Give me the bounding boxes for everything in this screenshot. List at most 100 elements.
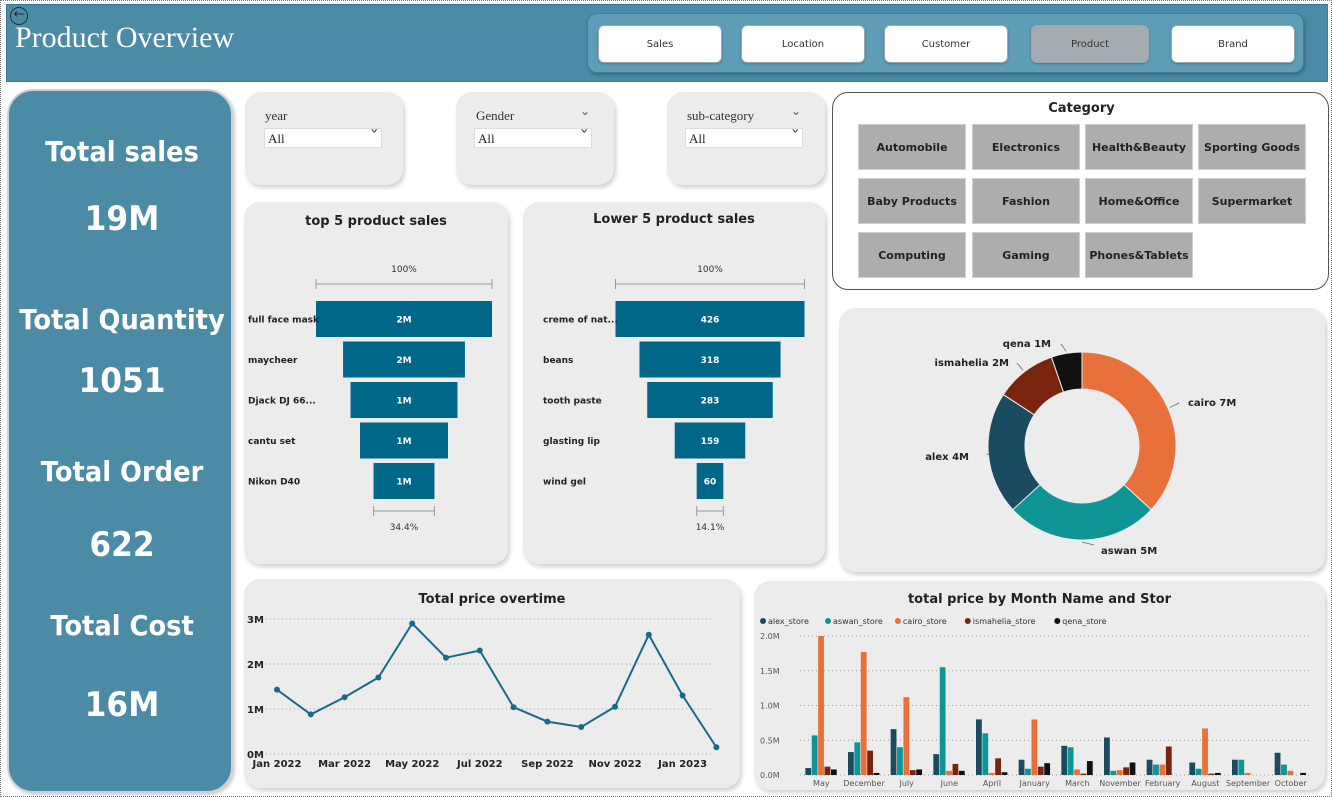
kpi-label-total-sales: Total sales xyxy=(45,135,199,168)
bar-mark xyxy=(1031,719,1038,775)
bar-mark xyxy=(1129,762,1136,775)
bar-y-tick-label: 0.5M xyxy=(760,736,780,745)
sub-category-dropdown[interactable]: All ˅ xyxy=(685,128,803,148)
donut-slice-label: qena 1M xyxy=(1003,339,1051,350)
line-x-tick-label: Mar 2022 xyxy=(318,759,371,770)
funnel-bar xyxy=(674,422,746,459)
bar-y-tick-label: 2.0M xyxy=(760,632,780,641)
nav-button-product[interactable]: Product xyxy=(1031,25,1149,63)
category-health-beauty[interactable]: Health&Beauty xyxy=(1085,124,1193,170)
chevron-down-icon: ˅ xyxy=(368,129,379,144)
funnel-top-percent: 100% xyxy=(391,265,417,275)
line-x-tick-label: Jul 2022 xyxy=(456,759,503,770)
line-point xyxy=(341,694,348,701)
bar-x-tick-label: October xyxy=(1275,779,1308,788)
line-x-tick-label: Sep 2022 xyxy=(521,759,573,770)
category-gaming[interactable]: Gaming xyxy=(972,232,1080,278)
category-supermarket[interactable]: Supermarket xyxy=(1198,178,1306,224)
kpi-value-total-quantity: 1051 xyxy=(78,361,166,401)
legend-label: alex_store xyxy=(768,617,809,626)
legend-label: ismahelia_store xyxy=(973,617,1036,626)
bar-mark xyxy=(1044,763,1051,775)
bar-x-tick-label: September xyxy=(1226,779,1271,788)
kpi-value-total-cost: 16M xyxy=(84,685,160,725)
legend-label: aswan_store xyxy=(833,617,883,626)
nav-button-brand[interactable]: Brand xyxy=(1171,25,1295,63)
bar-mark xyxy=(946,770,952,775)
line-point xyxy=(476,647,483,654)
funnel-bar-label: 2M xyxy=(396,316,411,326)
category-sporting-goods[interactable]: Sporting Goods xyxy=(1198,124,1306,170)
category-phones-tablets[interactable]: Phones&Tablets xyxy=(1085,232,1193,278)
funnel-bar xyxy=(639,341,781,378)
line-point xyxy=(612,703,618,710)
bar-mark xyxy=(1165,746,1172,775)
funnel-bar xyxy=(343,341,465,378)
category-computing[interactable]: Computing xyxy=(858,232,966,278)
chart-title: Total price overtime xyxy=(418,592,566,607)
funnel-bar xyxy=(360,422,448,459)
bar-mark xyxy=(976,719,982,775)
bar-mark xyxy=(1067,747,1074,775)
bar-mark xyxy=(916,769,923,775)
funnel-bar-label: 426 xyxy=(701,316,720,326)
funnel-category-label: maycheer xyxy=(248,356,298,366)
line-point xyxy=(307,711,314,718)
donut-slice-label: alex 4M xyxy=(925,452,969,463)
bar-y-tick-label: 1.5M xyxy=(760,667,780,676)
bar-mark xyxy=(1274,752,1281,775)
nav-button-sales[interactable]: Sales xyxy=(598,25,722,63)
category-electronics[interactable]: Electronics xyxy=(972,124,1080,170)
header-bar: ← Product Overview Sales Location Custom… xyxy=(6,4,1328,82)
bar-mark xyxy=(873,772,880,775)
bar-mark xyxy=(1037,766,1044,775)
bar-x-tick-label: May xyxy=(813,779,830,788)
kpi-label-total-cost: Total Cost xyxy=(50,609,194,642)
bar-mark xyxy=(1104,737,1110,775)
funnel-bar xyxy=(316,301,492,337)
funnel-top-percent: 100% xyxy=(697,265,723,275)
nav-button-customer[interactable]: Customer xyxy=(884,25,1008,63)
funnel-bar-label: 60 xyxy=(704,478,717,488)
chevron-down-icon: ˅ xyxy=(789,129,800,144)
bar-mark xyxy=(1300,772,1307,775)
total-price-overtime-card: Total price overtime 3M 2M 1M 0M Jan 2022 Mar… xyxy=(244,579,740,788)
bar-mark xyxy=(1281,764,1287,775)
bar-mark xyxy=(1159,764,1166,775)
category-home-office[interactable]: Home&Office xyxy=(1085,178,1193,224)
funnel-bar xyxy=(350,382,458,418)
chevron-down-icon[interactable]: ⌄ xyxy=(791,104,802,118)
funnel-bottom-percent: 14.1% xyxy=(696,523,725,533)
slicer-title: Gender xyxy=(476,108,515,123)
legend-marker xyxy=(825,618,831,624)
funnel-bar xyxy=(373,463,435,499)
kpi-value-total-sales: 19M xyxy=(84,199,160,239)
funnel-bar-label: 1M xyxy=(396,437,411,447)
nav-button-location[interactable]: Location xyxy=(741,25,865,63)
bar-mark xyxy=(811,735,818,775)
bar-mark xyxy=(897,747,903,775)
slicer-sub-category: sub-category ⌄ All ˅ xyxy=(667,92,825,185)
page-title: Product Overview xyxy=(15,21,235,54)
bar-mark xyxy=(1080,773,1087,775)
line-point xyxy=(443,654,449,661)
line-y-tick-label: 1M xyxy=(247,705,264,716)
bar-mark xyxy=(1195,768,1202,775)
bar-x-tick-label: June xyxy=(940,779,959,788)
category-automobile[interactable]: Automobile xyxy=(858,124,966,170)
category-baby-products[interactable]: Baby Products xyxy=(858,178,966,224)
funnel-category-label: creme of nat... xyxy=(543,316,618,326)
year-dropdown[interactable]: All ˅ xyxy=(264,128,382,148)
bar-mark xyxy=(952,763,959,775)
donut-slice-label: ismahelia 2M xyxy=(935,358,1009,369)
back-arrow-icon[interactable]: ← xyxy=(10,7,28,25)
slicer-gender: Gender ⌄ All ˅ xyxy=(456,92,614,185)
bar-mark xyxy=(1018,759,1025,775)
chevron-down-icon[interactable]: ⌄ xyxy=(580,104,591,118)
category-fashion[interactable]: Fashion xyxy=(972,178,1080,224)
gender-dropdown[interactable]: All ˅ xyxy=(474,128,592,148)
bar-mark xyxy=(1232,759,1238,775)
bar-mark xyxy=(1123,767,1129,775)
donut-leader-line xyxy=(1169,402,1180,408)
line-y-tick-label: 2M xyxy=(247,660,264,671)
